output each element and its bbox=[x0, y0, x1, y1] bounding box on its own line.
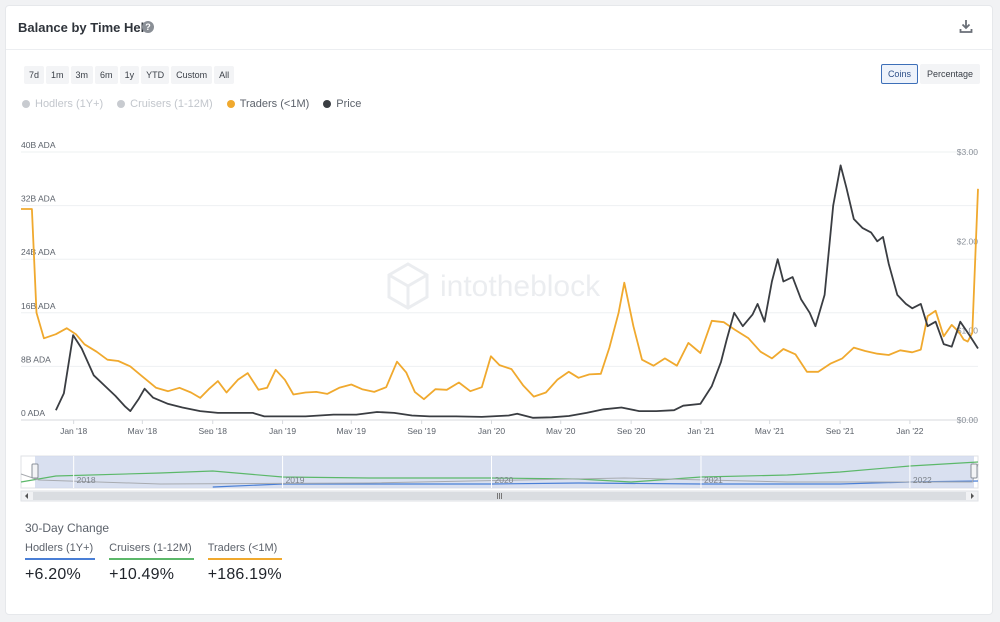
y-right-tick-label: $0.00 bbox=[957, 415, 979, 425]
x-tick-label: Jan '19 bbox=[269, 426, 296, 434]
legend-item-traders-1m[interactable]: Traders (<1M) bbox=[226, 98, 310, 110]
range-button-3m[interactable]: 3m bbox=[70, 66, 94, 84]
y-left-tick-label: 16B ADA bbox=[21, 301, 56, 311]
summary-item-traders-1m: Traders (<1M) +186.19% bbox=[207, 542, 282, 584]
summary-item-hodlers-1y: Hodlers (1Y+) +6.20% bbox=[25, 542, 96, 584]
summary-label: Hodlers (1Y+) bbox=[25, 542, 96, 560]
summary-value: +186.19% bbox=[207, 566, 282, 583]
navigator-handle-left[interactable] bbox=[31, 463, 39, 479]
range-navigator[interactable]: 2018 2019 2020 2021 2022 bbox=[6, 454, 994, 504]
x-tick-label: Sep '18 bbox=[198, 426, 227, 434]
summary-title: 30-Day Change bbox=[25, 521, 110, 535]
watermark: intotheblock bbox=[387, 262, 601, 310]
x-tick-label: Sep '20 bbox=[617, 426, 646, 434]
x-tick-label: Jan '22 bbox=[896, 426, 923, 434]
download-icon[interactable] bbox=[958, 18, 974, 34]
range-button-1m[interactable]: 1m bbox=[46, 66, 69, 84]
range-button-1y[interactable]: 1y bbox=[119, 66, 140, 84]
navigator-line-traders bbox=[20, 463, 979, 485]
x-tick-label: May '20 bbox=[546, 426, 576, 434]
scroll-left-arrow-icon[interactable] bbox=[25, 493, 28, 499]
y-left-tick-label: 32B ADA bbox=[21, 194, 56, 204]
x-tick-label: Sep '19 bbox=[407, 426, 436, 434]
legend-label: Hodlers (1Y+) bbox=[35, 98, 104, 110]
chart-card: Balance by Time Held ? 7d 1m 3m 6m 1y YTD Cust… bbox=[5, 5, 993, 615]
summary-value: +10.49% bbox=[109, 566, 175, 583]
navigator-year-label: 2021 bbox=[704, 475, 723, 485]
range-button-6m[interactable]: 6m bbox=[95, 66, 118, 84]
x-tick-label: Sep '21 bbox=[826, 426, 855, 434]
y-right-tick-label: $3.00 bbox=[957, 147, 979, 157]
question-circle-icon[interactable]: ? bbox=[142, 21, 154, 33]
navigator-year-label: 2020 bbox=[494, 475, 513, 485]
range-button-all[interactable]: All bbox=[214, 66, 235, 84]
y-left-tick-label: 40B ADA bbox=[21, 140, 56, 150]
legend-label: Price bbox=[336, 98, 362, 110]
range-button-custom[interactable]: Custom bbox=[171, 66, 213, 84]
unit-button-percentage[interactable]: Percentage bbox=[919, 64, 980, 84]
x-tick-label: Jan '18 bbox=[60, 426, 87, 434]
chart-title: Balance by Time Held bbox=[18, 20, 153, 35]
x-tick-label: May '19 bbox=[337, 426, 367, 434]
x-tick-label: May '18 bbox=[128, 426, 158, 434]
legend-dot-icon bbox=[226, 100, 235, 108]
range-button-ytd[interactable]: YTD bbox=[141, 66, 170, 84]
navigator-year-label: 2019 bbox=[286, 475, 305, 485]
legend-label: Cruisers (1-12M) bbox=[130, 98, 213, 110]
chart-legend: Hodlers (1Y+) Cruisers (1-12M) Traders (<1… bbox=[22, 98, 361, 110]
card-header: Balance by Time Held ? bbox=[6, 6, 992, 50]
summary-label: Traders (<1M) bbox=[207, 542, 282, 560]
navigator-line-cruisers bbox=[20, 461, 979, 483]
legend-item-price[interactable]: Price bbox=[323, 98, 361, 110]
y-left-tick-label: 0 ADA bbox=[21, 408, 45, 418]
navigator-line-hodlers bbox=[212, 480, 979, 488]
legend-item-cruisers-1-12m[interactable]: Cruisers (1-12M) bbox=[117, 98, 213, 110]
watermark-logo-icon bbox=[387, 262, 429, 310]
scroll-right-arrow-icon[interactable] bbox=[971, 493, 974, 499]
main-chart: 0 ADA 8B ADA 16B ADA 24B ADA 32B ADA 40B ADA $… bbox=[21, 140, 979, 434]
summary-label: Cruisers (1-12M) bbox=[109, 542, 194, 560]
unit-button-coins[interactable]: Coins bbox=[880, 64, 918, 84]
legend-dot-icon bbox=[323, 100, 332, 108]
y-right-tick-label: $1.00 bbox=[957, 326, 979, 336]
y-left-tick-label: 24B ADA bbox=[21, 247, 56, 257]
navigator-year-label: 2022 bbox=[913, 475, 932, 485]
summary-value: +6.20% bbox=[25, 566, 81, 583]
y-right-tick-label: $2.00 bbox=[957, 236, 979, 246]
unit-selector: Coins Percentage bbox=[880, 64, 980, 84]
legend-item-hodlers-1y[interactable]: Hodlers (1Y+) bbox=[22, 98, 103, 110]
time-range-selector: 7d 1m 3m 6m 1y YTD Custom All bbox=[24, 66, 235, 84]
series-line-traders-1m[interactable] bbox=[21, 188, 979, 401]
legend-dot-icon bbox=[117, 100, 126, 108]
range-button-7d[interactable]: 7d bbox=[24, 66, 45, 84]
x-tick-label: Jan '20 bbox=[478, 426, 505, 434]
thirty-day-change: 30-Day Change Hodlers (1Y+) +6.20% Cruiser… bbox=[25, 521, 282, 584]
navigator-handle-right[interactable] bbox=[970, 463, 978, 479]
legend-label: Traders (<1M) bbox=[239, 98, 310, 110]
x-tick-label: May '21 bbox=[755, 426, 785, 434]
watermark-text: intotheblock bbox=[440, 270, 601, 303]
x-tick-label: Jan '21 bbox=[687, 426, 714, 434]
series-line-price[interactable] bbox=[55, 164, 979, 419]
navigator-year-label: 2018 bbox=[77, 475, 96, 485]
legend-dot-icon bbox=[22, 100, 30, 108]
y-left-tick-label: 8B ADA bbox=[21, 354, 51, 364]
summary-item-cruisers-1-12m: Cruisers (1-12M) +10.49% bbox=[109, 542, 194, 584]
